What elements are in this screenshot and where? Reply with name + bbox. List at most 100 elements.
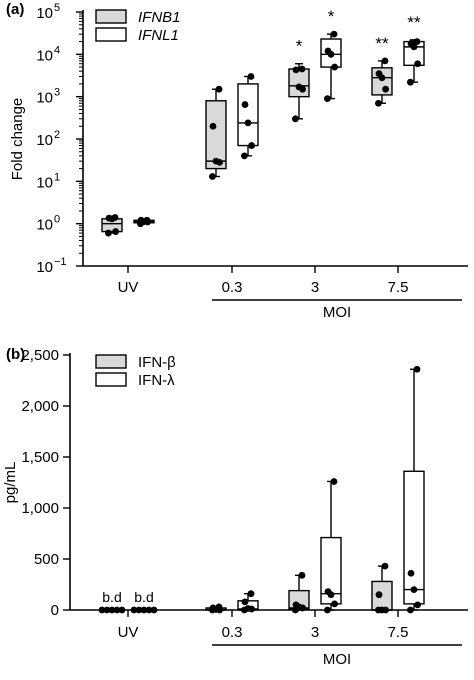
x-tick-label: 7.5 — [388, 279, 409, 296]
legend-label: IFN-λ — [138, 372, 175, 389]
data-point — [382, 85, 389, 93]
data-point — [209, 173, 216, 180]
y-tick-exponent: 1 — [54, 171, 60, 183]
y-tick-label: 2,500 — [21, 347, 59, 364]
y-tick-label: 2,000 — [21, 398, 59, 415]
data-point — [248, 142, 256, 149]
data-point — [111, 214, 119, 221]
x-tick-label: UV — [118, 624, 139, 641]
data-point — [375, 591, 383, 599]
data-point — [150, 606, 158, 614]
data-point — [413, 365, 421, 373]
legend-label: IFN-β — [138, 354, 176, 371]
y-tick-label: 10 — [36, 259, 53, 276]
data-point — [331, 600, 338, 608]
legend-label: IFNB1 — [138, 9, 181, 26]
box — [320, 536, 342, 605]
data-point — [247, 590, 255, 598]
legend-label: IFNL1 — [138, 27, 179, 44]
significance-marker: * — [328, 7, 335, 26]
data-point — [244, 605, 252, 612]
y-tick-base: 10 — [36, 90, 53, 107]
legend-swatch — [95, 372, 127, 387]
data-point — [414, 601, 421, 609]
data-point — [108, 606, 116, 614]
y-tick-exponent: 5 — [54, 2, 60, 14]
y-tick-label: 10 — [36, 90, 53, 107]
data-point — [145, 606, 153, 614]
bd-label: b.d — [102, 589, 121, 605]
y-tick-label: 10 — [36, 47, 53, 64]
data-point — [292, 115, 299, 123]
legend-swatch — [95, 9, 127, 24]
data-point — [241, 101, 249, 108]
data-point — [135, 606, 143, 614]
data-point — [381, 57, 389, 65]
data-point — [244, 119, 252, 127]
x-tick-label: 0.3 — [222, 279, 243, 296]
data-point — [140, 606, 148, 614]
x-tick-label: 3 — [311, 624, 319, 641]
y-tick-base: 10 — [36, 5, 53, 22]
y-tick-base: 10 — [36, 174, 53, 191]
data-point — [103, 606, 111, 614]
x-tick-label: 0.3 — [222, 624, 243, 641]
data-point — [324, 606, 331, 614]
y-tick-label: 10 — [36, 5, 53, 22]
data-point — [330, 30, 338, 38]
moi-group-label: MOI — [323, 651, 351, 668]
data-point — [137, 216, 145, 224]
y-tick-label: 500 — [34, 551, 59, 568]
y-tick-base: 10 — [36, 132, 53, 149]
y-tick-exponent: 0 — [54, 214, 60, 226]
panel-b: (b)2,500 2,000 1,500 1,000 500 0 pg/mL UV 0.3 3 7.… — [2, 346, 468, 668]
box — [403, 470, 425, 605]
data-point — [381, 562, 389, 570]
box — [371, 67, 393, 96]
significance-marker: ** — [407, 13, 421, 32]
x-tick-label: UV — [118, 279, 139, 296]
data-point — [407, 569, 415, 577]
data-point — [298, 65, 306, 73]
data-point — [324, 47, 332, 55]
data-point — [215, 603, 223, 611]
data-point — [209, 604, 217, 612]
panel-label: (b) — [6, 346, 25, 363]
legend-swatch — [95, 354, 127, 369]
data-point — [113, 606, 121, 614]
data-point — [407, 40, 415, 47]
data-point — [407, 78, 414, 86]
y-axis-title: Fold change — [9, 98, 26, 181]
y-tick-exponent: 2 — [54, 129, 60, 141]
data-point — [247, 73, 255, 80]
y-tick-label: 10 — [36, 217, 53, 234]
y-tick-label: 10 — [36, 174, 53, 191]
data-point — [105, 229, 112, 237]
data-point — [241, 598, 249, 606]
bd-label: b.d — [134, 589, 153, 605]
box — [237, 83, 259, 147]
significance-marker: * — [296, 37, 303, 56]
data-point — [209, 122, 217, 130]
data-point — [295, 83, 303, 91]
y-tick-base: 10 — [36, 259, 53, 276]
y-tick-exponent: 4 — [54, 44, 60, 56]
x-tick-label: 3 — [311, 279, 319, 296]
data-point — [298, 571, 306, 579]
y-tick-label: 1,000 — [21, 500, 59, 517]
y-tick-label: 1,500 — [21, 449, 59, 466]
y-axis-title: pg/mL — [2, 462, 19, 504]
data-point — [98, 606, 106, 614]
data-point — [105, 214, 113, 222]
significance-marker: ** — [375, 34, 389, 53]
y-tick-base: 10 — [36, 217, 53, 234]
data-point — [414, 60, 421, 68]
box — [288, 68, 310, 98]
data-point — [324, 95, 331, 103]
y-tick-label: 10 — [36, 132, 53, 149]
data-point — [241, 152, 248, 160]
y-tick-exponent: 3 — [54, 87, 60, 99]
legend-swatch — [95, 27, 127, 42]
